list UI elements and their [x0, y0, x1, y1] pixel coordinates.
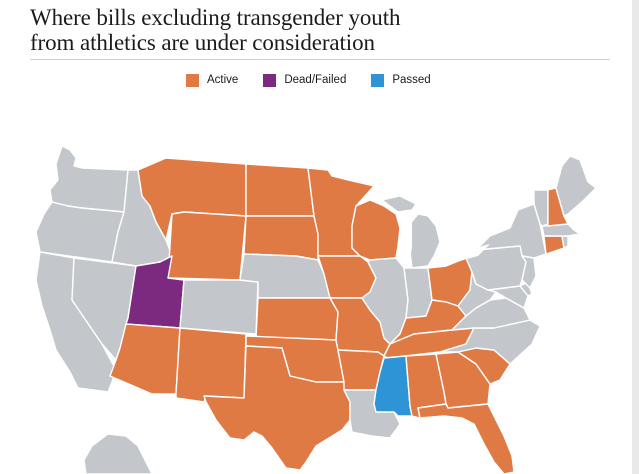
title-divider — [30, 59, 610, 60]
state-sd — [243, 215, 319, 261]
state-wi — [351, 199, 401, 261]
legend-item-passed: Passed — [371, 73, 431, 87]
legend-item-active: Active — [186, 73, 239, 87]
legend: Active Dead/Failed Passed — [186, 71, 456, 89]
state-nm — [175, 327, 247, 403]
title-line-1: Where bills excluding transgender youth — [30, 5, 401, 30]
legend-label-passed: Passed — [392, 74, 431, 86]
state-ak — [83, 433, 153, 474]
state-fl — [417, 403, 515, 474]
map-title: Where bills excluding transgender youth … — [30, 5, 620, 55]
legend-label-dead-failed: Dead/Failed — [284, 74, 347, 86]
legend-swatch-dead-failed — [263, 73, 277, 87]
state-ct — [543, 235, 565, 255]
lake-michigan — [400, 214, 412, 266]
state-wy — [167, 211, 247, 281]
legend-swatch-passed — [371, 73, 385, 87]
legend-label-active: Active — [207, 74, 239, 86]
legend-item-dead-failed: Dead/Failed — [263, 73, 347, 87]
legend-swatch-active — [186, 73, 199, 87]
state-ny — [475, 203, 547, 259]
right-frame-edge — [632, 0, 639, 474]
state-nd — [245, 163, 315, 217]
state-tx — [203, 345, 351, 471]
title-line-2: from athletics are under consideration — [30, 30, 375, 55]
lake-erie — [456, 244, 490, 262]
state-nh — [547, 187, 569, 227]
state-ks — [255, 297, 339, 341]
state-wa — [49, 145, 129, 213]
state-me — [555, 155, 597, 217]
state-co — [179, 279, 259, 335]
